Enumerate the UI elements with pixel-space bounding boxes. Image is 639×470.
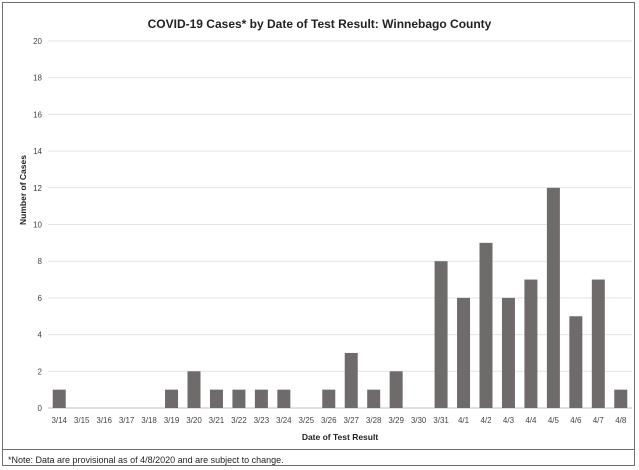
bar-4-4	[524, 279, 538, 408]
x-tick-label: 3/19	[164, 416, 180, 425]
x-tick-label: 3/27	[343, 416, 359, 425]
bar-4-5	[546, 187, 560, 408]
y-tick-label: 18	[33, 74, 42, 83]
x-tick-label: 4/3	[503, 416, 515, 425]
x-tick-label: 4/8	[615, 416, 627, 425]
y-axis-ticks: 0 2 4 6 8 10 12 14 16 18 20	[33, 37, 42, 413]
bar-3-19	[165, 389, 179, 408]
x-tick-label: 4/7	[593, 416, 605, 425]
x-tick-label: 3/25	[299, 416, 315, 425]
gridlines	[48, 40, 632, 409]
x-tick-label: 4/4	[525, 416, 537, 425]
bar-3-27	[344, 352, 358, 408]
bar-3-24	[277, 389, 291, 408]
bar-3-29	[389, 371, 403, 408]
y-tick-label: 12	[33, 184, 42, 193]
chart-title: COVID-19 Cases* by Date of Test Result: …	[147, 17, 492, 31]
x-axis-ticks: 3/14 3/15 3/16 3/17 3/18 3/19 3/20 3/21 3/22 3/23…	[51, 416, 626, 425]
x-tick-label: 3/22	[231, 416, 247, 425]
y-tick-label: 20	[33, 37, 42, 46]
bar-4-3	[501, 297, 515, 408]
bar-3-20	[187, 371, 201, 408]
bar-3-28	[367, 389, 381, 408]
y-tick-label: 6	[38, 294, 43, 303]
x-tick-label: 3/18	[141, 416, 157, 425]
x-tick-label: 4/2	[480, 416, 492, 425]
x-axis-label: Date of Test Result	[302, 432, 379, 442]
bar-4-7	[591, 279, 605, 408]
bars	[52, 187, 628, 408]
bar-4-1	[457, 297, 471, 408]
y-tick-label: 14	[33, 147, 42, 156]
bar-3-22	[232, 389, 246, 408]
x-tick-label: 3/24	[276, 416, 292, 425]
y-tick-label: 2	[38, 367, 43, 376]
bar-3-14	[52, 389, 66, 408]
x-tick-label: 3/16	[96, 416, 112, 425]
x-tick-label: 4/6	[570, 416, 582, 425]
bar-4-8	[614, 389, 628, 408]
bar-3-21	[209, 389, 223, 408]
x-tick-label: 3/14	[51, 416, 67, 425]
x-tick-label: 3/23	[254, 416, 270, 425]
x-tick-label: 3/20	[186, 416, 202, 425]
x-tick-label: 3/31	[433, 416, 449, 425]
y-tick-label: 8	[38, 257, 43, 266]
x-tick-label: 3/29	[388, 416, 404, 425]
y-tick-label: 4	[38, 331, 43, 340]
x-tick-label: 3/28	[366, 416, 382, 425]
x-tick-label: 3/21	[209, 416, 225, 425]
x-tick-label: 3/30	[411, 416, 427, 425]
y-axis-label: Number of Cases	[18, 155, 28, 225]
bar-4-2	[479, 242, 493, 408]
x-tick-label: 3/26	[321, 416, 337, 425]
x-tick-label: 3/15	[74, 416, 90, 425]
y-tick-label: 0	[38, 404, 43, 413]
bar-3-26	[322, 389, 336, 408]
y-tick-label: 10	[33, 221, 42, 230]
bar-3-23	[254, 389, 268, 408]
x-tick-label: 4/1	[458, 416, 470, 425]
x-tick-label: 4/5	[548, 416, 560, 425]
y-tick-label: 16	[33, 110, 42, 119]
x-tick-label: 3/17	[119, 416, 135, 425]
bar-3-31	[434, 261, 448, 408]
bar-4-6	[569, 316, 583, 408]
footnote-divider	[2, 449, 635, 450]
footnote: *Note: Data are provisional as of 4/8/20…	[8, 455, 284, 465]
